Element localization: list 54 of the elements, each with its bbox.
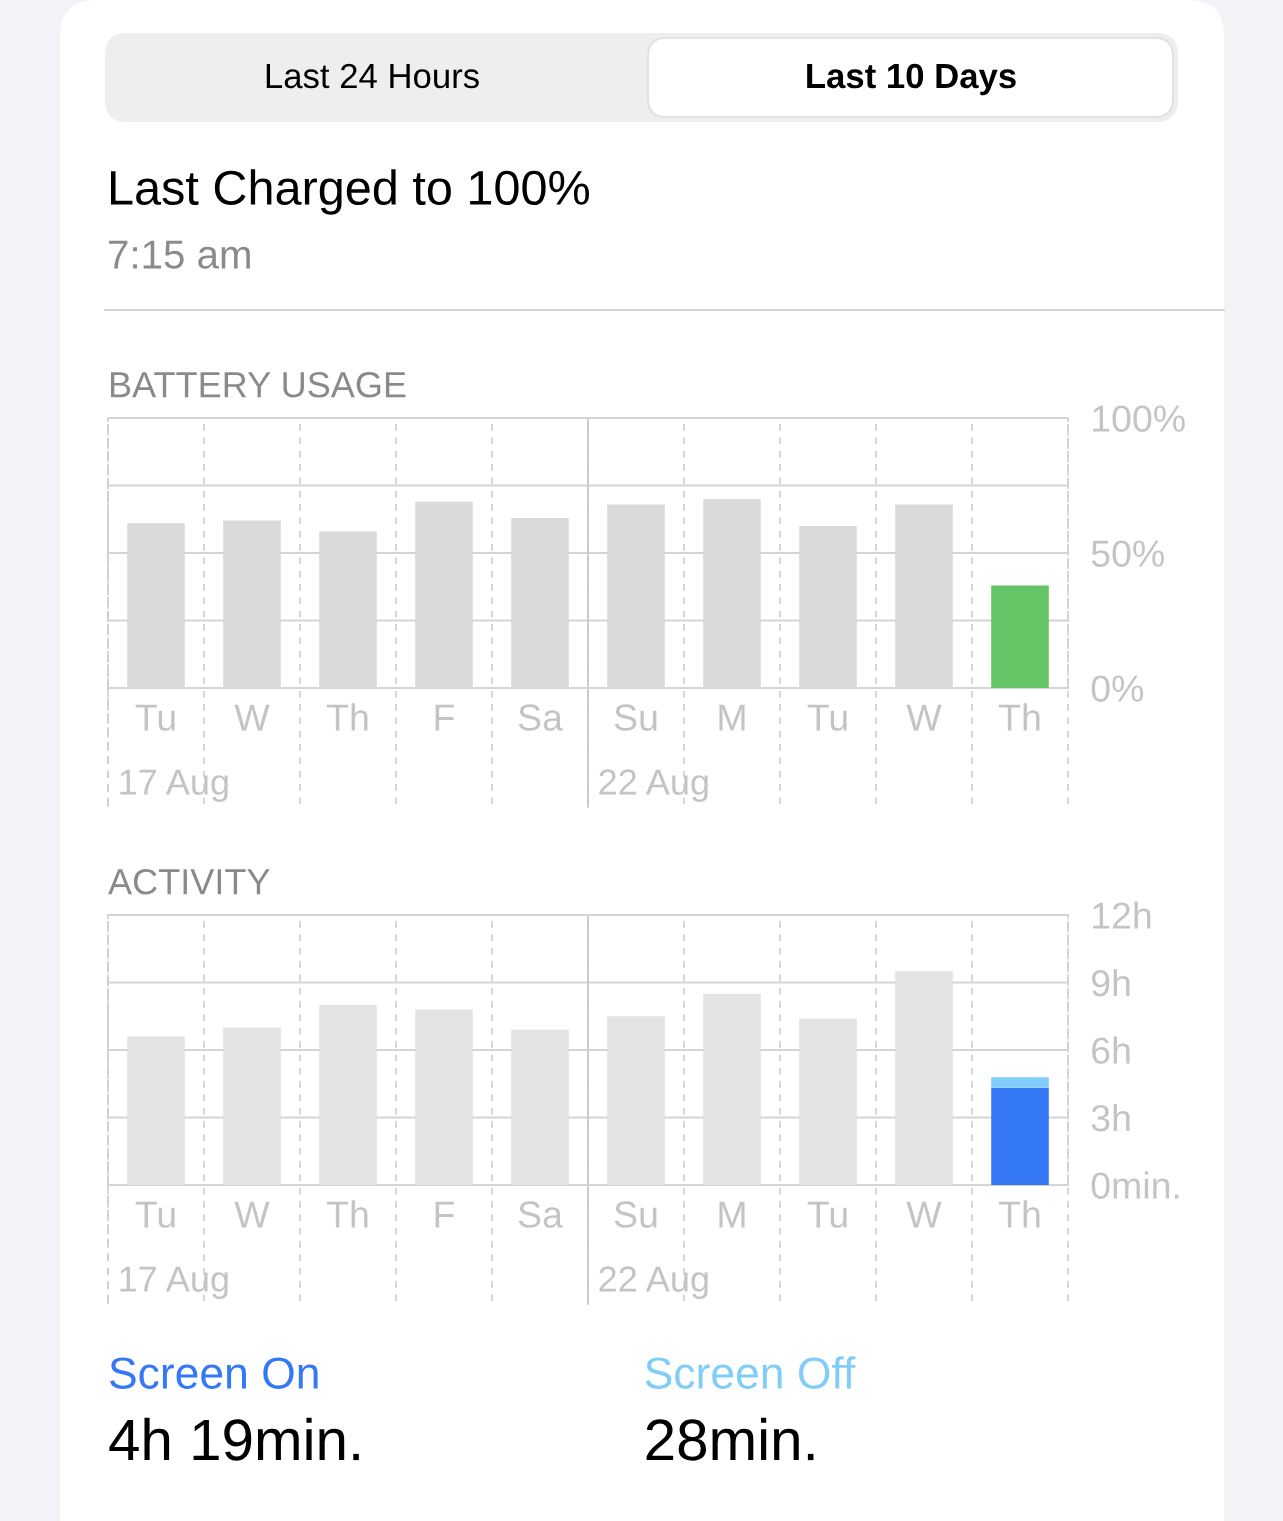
ref-line-label: 17 Aug bbox=[120, 769, 228, 803]
x-tick-label: Su bbox=[614, 704, 657, 731]
x-tick-label: Su bbox=[614, 1201, 657, 1228]
bar bbox=[703, 993, 761, 1185]
x-tick-label: W bbox=[234, 704, 270, 731]
x-tick-label: Sa bbox=[518, 704, 563, 731]
bar bbox=[991, 585, 1049, 688]
bar bbox=[799, 1018, 857, 1185]
bar bbox=[991, 1077, 1049, 1088]
x-tick-label: Tu bbox=[807, 704, 847, 731]
ref-line-label: 22 Aug bbox=[599, 769, 708, 803]
text: Last 10 Days bbox=[807, 63, 1016, 96]
bar bbox=[319, 1005, 377, 1185]
chart-title: ACTIVITY bbox=[108, 868, 270, 895]
x-tick-label: F bbox=[435, 1201, 454, 1228]
y-tick-label: 9h bbox=[1091, 968, 1130, 997]
y-tick-label: 3h bbox=[1091, 1103, 1130, 1132]
text: Screen Off bbox=[645, 1356, 856, 1389]
x-tick-label: Tu bbox=[807, 1201, 847, 1228]
text: 28min. bbox=[646, 1417, 814, 1461]
bar bbox=[607, 1016, 665, 1185]
bar bbox=[415, 1009, 473, 1185]
x-tick-label: Tu bbox=[135, 704, 175, 731]
x-tick-label: Th bbox=[998, 703, 1040, 731]
x-tick-label: F bbox=[435, 704, 454, 731]
text: 7:15 am bbox=[109, 240, 250, 269]
text: Screen On bbox=[110, 1357, 318, 1389]
x-tick-label: M bbox=[719, 1201, 745, 1228]
x-tick-label: Sa bbox=[518, 1201, 563, 1228]
bar bbox=[223, 1027, 281, 1185]
y-tick-label: 12h bbox=[1093, 901, 1151, 929]
x-tick-label: W bbox=[906, 1201, 942, 1228]
x-tick-label: Th bbox=[998, 1200, 1040, 1228]
ref-line-label: 22 Aug bbox=[599, 1266, 708, 1300]
text: 4h 19min. bbox=[109, 1417, 359, 1461]
bar bbox=[895, 971, 953, 1185]
text: Last Charged to 100% bbox=[110, 169, 590, 215]
x-tick-label: Tu bbox=[135, 1201, 175, 1228]
y-tick-label: 0min. bbox=[1091, 1171, 1179, 1199]
y-tick-label: 50% bbox=[1091, 540, 1164, 567]
chart-title: BATTERY USAGE bbox=[110, 371, 406, 398]
y-tick-label: 6h bbox=[1092, 1036, 1130, 1064]
y-tick-label: 0% bbox=[1091, 675, 1144, 702]
x-tick-label: Th bbox=[326, 1200, 368, 1228]
x-tick-label: M bbox=[719, 704, 745, 731]
text: Last 24 Hours bbox=[266, 63, 479, 89]
bar bbox=[127, 1036, 185, 1185]
bar bbox=[991, 1087, 1049, 1185]
bar bbox=[511, 1029, 569, 1185]
y-tick-label: 100% bbox=[1093, 405, 1185, 432]
ref-line-label: 17 Aug bbox=[120, 1266, 228, 1300]
x-tick-label: W bbox=[906, 704, 942, 731]
x-tick-label: W bbox=[234, 1201, 270, 1228]
x-tick-label: Th bbox=[326, 703, 368, 731]
